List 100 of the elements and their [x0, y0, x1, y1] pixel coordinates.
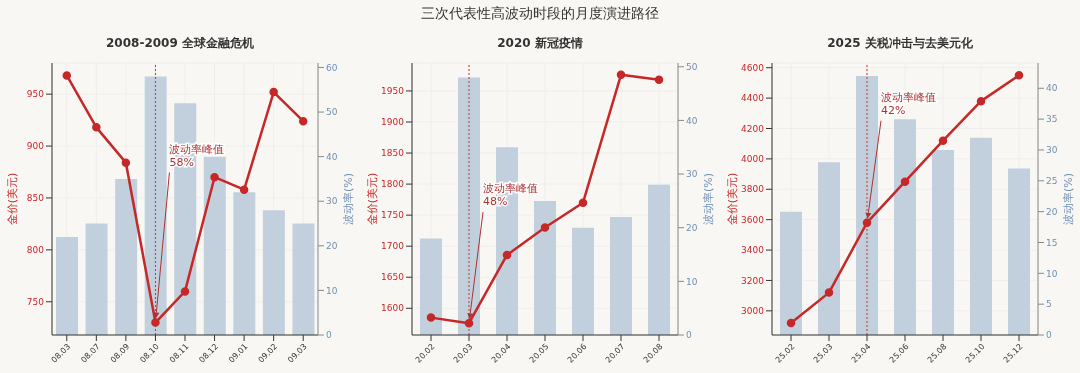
point	[578, 198, 588, 207]
point	[502, 250, 512, 260]
y-tick-label: 1950	[381, 86, 405, 97]
bar	[262, 210, 285, 335]
y-tick-label: 850	[26, 193, 45, 204]
y-tick-label: 800	[26, 245, 45, 256]
y2-tick-label: 50	[686, 61, 698, 72]
bar	[85, 223, 108, 335]
chart-title: 2008-2009 全球金融危机	[105, 35, 255, 52]
ref-line-label: 波动率峰值 42%	[881, 90, 936, 117]
y2-tick-label: 20	[686, 222, 698, 233]
y2-axis-title: 波动率(%)	[341, 172, 355, 226]
point	[654, 75, 664, 85]
y-tick-label: 1650	[381, 272, 405, 283]
ref-line-label: 波动率峰值 58%	[169, 142, 225, 169]
y2-tick-label: 50	[326, 107, 338, 118]
bar	[420, 238, 442, 335]
point	[426, 313, 436, 322]
bar	[292, 223, 315, 335]
point	[298, 116, 308, 126]
y2-tick-label: 0	[326, 330, 332, 341]
y-tick-label: 1900	[381, 117, 405, 128]
y2-axis-title: 波动率(%)	[1061, 172, 1075, 226]
y-tick-label: 3000	[741, 306, 765, 317]
bar	[610, 216, 632, 335]
bar	[648, 184, 670, 335]
point	[239, 185, 249, 194]
y-tick-label: 4000	[741, 154, 765, 165]
bar	[818, 162, 840, 335]
y-tick-label: 3800	[741, 184, 765, 195]
y-axis-title: 金价(美元)	[5, 172, 19, 226]
y-tick-label: 1700	[381, 241, 405, 252]
y2-tick-label: 60	[326, 62, 338, 73]
point	[938, 136, 948, 145]
y2-tick-label: 40	[326, 151, 338, 162]
point	[540, 223, 550, 232]
y2-tick-label: 0	[1046, 330, 1052, 341]
y2-tick-label: 35	[1046, 114, 1058, 125]
y-tick-label: 1750	[381, 210, 405, 221]
y2-tick-label: 25	[1046, 176, 1058, 186]
bar	[780, 211, 802, 335]
y-tick-label: 3200	[741, 275, 765, 286]
point	[151, 318, 160, 327]
y2-tick-label: 15	[1046, 237, 1058, 248]
y2-tick-label: 40	[686, 115, 698, 126]
bar	[572, 227, 594, 335]
y2-tick-label: 20	[326, 241, 338, 252]
bar	[856, 75, 878, 335]
y-tick-label: 950	[26, 89, 45, 100]
y-tick-label: 4400	[741, 93, 765, 104]
y2-tick-label: 10	[326, 285, 338, 296]
bar	[970, 137, 992, 335]
bar	[534, 200, 556, 335]
y-tick-label: 3600	[741, 214, 765, 225]
bar	[144, 76, 167, 335]
y-axis-title: 金价(美元)	[725, 172, 739, 226]
y2-tick-label: 10	[686, 276, 698, 287]
chart-title: 2025 关税冲击与去美元化	[826, 35, 974, 52]
point	[180, 287, 190, 296]
point	[900, 177, 910, 186]
y2-tick-label: 30	[686, 169, 698, 180]
point	[269, 87, 278, 97]
point	[1014, 71, 1024, 80]
bar	[1008, 168, 1030, 335]
y-tick-label: 900	[26, 141, 45, 152]
y2-tick-label: 30	[326, 196, 338, 207]
point	[92, 123, 101, 132]
bar	[203, 156, 226, 335]
y2-tick-label: 20	[1046, 206, 1058, 217]
chart-title: 2020 新冠疫情	[496, 35, 584, 52]
y2-tick-label: 5	[1046, 299, 1052, 310]
point	[62, 71, 72, 80]
bar	[458, 77, 480, 335]
point	[786, 318, 796, 328]
y2-axis-title: 波动率(%)	[701, 172, 715, 226]
y-tick-label: 3400	[741, 245, 765, 256]
y-tick-label: 1600	[381, 303, 405, 314]
point	[824, 288, 834, 297]
bar	[115, 178, 138, 335]
point	[616, 70, 626, 80]
y2-tick-label: 10	[1046, 268, 1058, 279]
text: 三次代表性高波动时段的月度演进路径	[420, 5, 660, 23]
point	[210, 172, 219, 182]
point	[862, 218, 872, 227]
y-tick-label: 750	[26, 296, 45, 307]
bar	[56, 236, 78, 335]
y-axis-title: 金价(美元)	[365, 172, 379, 226]
y-tick-label: 1850	[381, 148, 405, 159]
point	[976, 96, 986, 106]
bar	[233, 192, 256, 335]
y-tick-label: 4600	[741, 62, 765, 73]
y2-tick-label: 40	[1046, 83, 1058, 94]
bar	[894, 119, 916, 335]
y2-tick-label: 0	[686, 330, 692, 341]
point	[121, 158, 131, 167]
bar	[932, 149, 954, 335]
y2-tick-label: 30	[1046, 145, 1058, 156]
ref-line-label: 波动率峰值 48%	[483, 182, 538, 209]
y-tick-label: 1800	[381, 179, 405, 190]
y-tick-label: 4200	[741, 123, 765, 134]
